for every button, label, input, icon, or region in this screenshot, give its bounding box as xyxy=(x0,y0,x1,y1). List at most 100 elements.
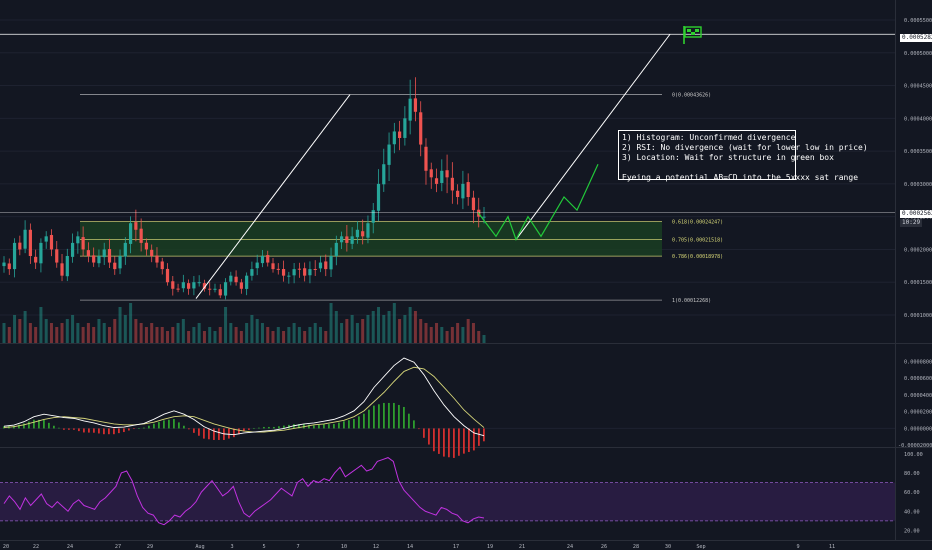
macd-histogram-bar xyxy=(283,425,285,429)
macd-histogram-bar xyxy=(428,428,430,445)
macd-histogram-bar xyxy=(78,428,80,432)
analysis-annotation-box[interactable]: 1) Histogram: Unconfirmed divergence 2) … xyxy=(618,130,868,182)
volume-bar xyxy=(160,327,164,343)
volume-bar xyxy=(466,319,470,343)
macd-histogram-bar xyxy=(303,424,305,429)
candle-body xyxy=(287,275,291,277)
time-tick-label: 26 xyxy=(601,544,607,550)
macd-histogram-bar xyxy=(233,428,235,438)
volume-bar xyxy=(334,311,338,343)
macd-histogram-bar xyxy=(433,428,435,452)
macd-histogram-bar xyxy=(23,423,25,429)
candle-body xyxy=(171,281,175,289)
candle-body xyxy=(419,112,423,145)
volume-bar xyxy=(371,311,375,343)
time-tick-label: 17 xyxy=(453,544,459,550)
volume-bar xyxy=(102,323,106,343)
candle-body xyxy=(387,144,391,165)
volume-bar xyxy=(482,335,486,343)
rsi-tick-label: 80.00 xyxy=(904,471,920,477)
candle-body xyxy=(461,183,465,199)
macd-histogram-bar xyxy=(193,428,195,433)
time-tick-label: 12 xyxy=(373,544,379,550)
candle-body xyxy=(123,242,127,257)
volume-bar xyxy=(276,327,280,343)
volume-bar xyxy=(297,327,301,343)
candle-body xyxy=(12,242,17,270)
volume-bar xyxy=(318,327,322,343)
macd-histogram-bar xyxy=(343,421,345,429)
macd-histogram-bar xyxy=(113,428,115,435)
rsi-tick-label: 40.00 xyxy=(904,509,920,515)
macd-histogram-bar xyxy=(228,428,230,439)
macd-histogram-bar xyxy=(43,419,45,429)
fib-level-label: 1(0.00012268) xyxy=(672,298,711,304)
candle-body xyxy=(324,261,328,270)
candle-body xyxy=(313,269,317,271)
candle-body xyxy=(49,235,54,250)
drawings[interactable] xyxy=(0,26,895,299)
time-tick-label: 30 xyxy=(665,544,671,550)
volume-bar xyxy=(440,327,444,343)
volume-bar xyxy=(65,319,69,343)
volume-bar xyxy=(139,323,143,343)
macd-histogram-bar xyxy=(173,419,175,429)
volume-bar xyxy=(86,323,90,343)
macd-histogram-bar xyxy=(388,402,390,429)
macd-histogram-bar xyxy=(18,424,20,429)
candle-body xyxy=(281,269,286,276)
volume-bar xyxy=(292,323,296,343)
candle-body xyxy=(144,242,149,250)
fib-level-label: 0.618(0.00024247) xyxy=(672,220,723,226)
rsi-tick-label: 20.00 xyxy=(904,528,920,534)
candle-body xyxy=(371,210,375,223)
macd-histogram-bar xyxy=(323,424,325,429)
time-tick-label: 24 xyxy=(67,544,73,550)
volume-bar xyxy=(403,315,407,343)
macd-histogram-bar xyxy=(333,424,335,429)
volume-bar xyxy=(171,327,175,343)
macd-histogram-bar xyxy=(163,420,165,429)
candle-body xyxy=(250,269,254,276)
fib-level-label: 0.705(0.00021518) xyxy=(672,237,723,243)
volume-bar xyxy=(39,307,43,343)
macd-signal-line xyxy=(3,366,485,433)
fibonacci-retracement[interactable]: 0(0.00043626) 0.618(0.00024247) 0.705(0.00… xyxy=(80,93,723,305)
volume-bar xyxy=(76,323,80,343)
candle-body xyxy=(276,268,280,270)
candle-body xyxy=(181,282,185,289)
macd-line xyxy=(3,357,485,437)
macd-histogram-bar xyxy=(348,420,350,429)
macd-histogram-bar xyxy=(118,428,120,434)
macd-tick-label: 0.00002000 xyxy=(904,410,932,416)
macd-histogram-bar xyxy=(218,428,220,440)
macd-histogram-bar xyxy=(403,406,405,429)
volume-bar xyxy=(456,323,460,343)
macd-histogram-bar xyxy=(483,428,485,442)
macd-histogram-bar xyxy=(73,428,75,430)
candle-body xyxy=(65,256,69,277)
candle-body xyxy=(329,256,333,270)
rsi-tick-label: 100.00 xyxy=(904,452,923,458)
volume-bar xyxy=(471,323,475,343)
candle-body xyxy=(128,223,133,244)
macd-histogram-bar xyxy=(258,427,260,429)
annotation-line-1: 1) Histogram: Unconfirmed divergence xyxy=(622,133,796,142)
macd-histogram-bar xyxy=(63,428,65,430)
macd-histogram-bar xyxy=(143,427,145,429)
candle-body xyxy=(471,197,476,211)
volume-bar xyxy=(382,315,386,343)
volume-bar xyxy=(224,307,228,343)
volume-bar xyxy=(366,315,370,343)
macd-histogram-bar xyxy=(148,425,150,429)
candle-body xyxy=(450,177,454,191)
time-axis: 20 22 24 27 29 Aug 3 5 7 10 12 14 17 19 21 24 26 28 30 Sep 9… xyxy=(3,544,835,550)
volume-bar xyxy=(192,327,196,343)
candle-body xyxy=(76,236,80,244)
volume-bar xyxy=(250,315,254,343)
macd-histogram-bar xyxy=(298,424,300,429)
